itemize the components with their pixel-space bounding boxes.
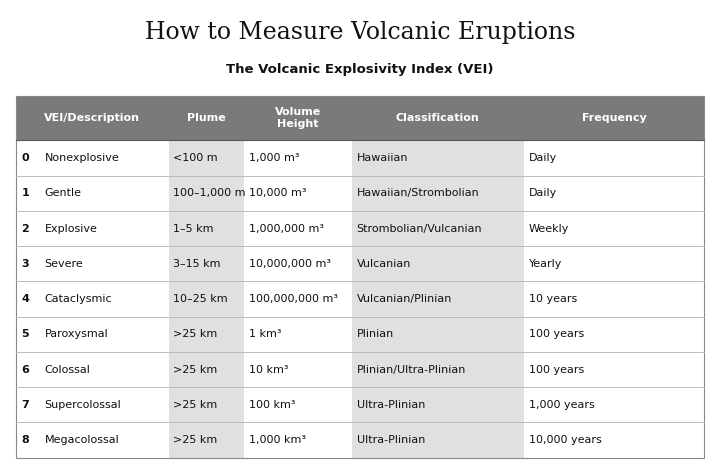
Text: 10,000,000 m³: 10,000,000 m³	[249, 259, 331, 269]
Text: 3–15 km: 3–15 km	[174, 259, 221, 269]
Text: Classification: Classification	[396, 113, 480, 123]
Text: 1: 1	[22, 188, 29, 198]
Text: Ultra-Plinian: Ultra-Plinian	[356, 435, 425, 445]
Text: 0: 0	[22, 153, 29, 163]
Text: Vulcanian/Plinian: Vulcanian/Plinian	[356, 294, 452, 304]
Text: Severe: Severe	[45, 259, 84, 269]
Text: Vulcanian: Vulcanian	[356, 259, 411, 269]
Text: Daily: Daily	[528, 153, 557, 163]
Text: Daily: Daily	[528, 188, 557, 198]
Text: 6: 6	[22, 365, 30, 374]
Text: 8: 8	[22, 435, 29, 445]
Text: Plinian: Plinian	[356, 329, 394, 339]
Text: Frequency: Frequency	[582, 113, 647, 123]
Text: >25 km: >25 km	[174, 329, 217, 339]
Text: 1,000 years: 1,000 years	[528, 400, 595, 410]
Text: Gentle: Gentle	[45, 188, 82, 198]
Text: Nonexplosive: Nonexplosive	[45, 153, 120, 163]
Text: 100 years: 100 years	[528, 329, 584, 339]
Text: Strombolian/Vulcanian: Strombolian/Vulcanian	[356, 224, 482, 234]
Text: Plume: Plume	[187, 113, 226, 123]
Text: 100–1,000 m: 100–1,000 m	[174, 188, 246, 198]
Text: Paroxysmal: Paroxysmal	[45, 329, 109, 339]
Text: Supercolossal: Supercolossal	[45, 400, 122, 410]
Text: 10–25 km: 10–25 km	[174, 294, 228, 304]
Text: 1–5 km: 1–5 km	[174, 224, 214, 234]
Text: 1,000 m³: 1,000 m³	[249, 153, 300, 163]
Text: Weekly: Weekly	[528, 224, 569, 234]
Text: 10,000 m³: 10,000 m³	[249, 188, 307, 198]
Text: Plinian/Ultra-Plinian: Plinian/Ultra-Plinian	[356, 365, 466, 374]
Text: 5: 5	[22, 329, 29, 339]
Text: 3: 3	[22, 259, 29, 269]
Text: 100 km³: 100 km³	[249, 400, 296, 410]
Text: 100 years: 100 years	[528, 365, 584, 374]
Text: VEI/Description: VEI/Description	[44, 113, 140, 123]
Text: 4: 4	[22, 294, 30, 304]
Text: Hawaiian: Hawaiian	[356, 153, 408, 163]
Text: Megacolossal: Megacolossal	[45, 435, 120, 445]
Text: 100,000,000 m³: 100,000,000 m³	[249, 294, 338, 304]
Text: 1,000,000 m³: 1,000,000 m³	[249, 224, 324, 234]
Text: 10 km³: 10 km³	[249, 365, 289, 374]
Text: Volume
Height: Volume Height	[275, 107, 321, 129]
Text: 7: 7	[22, 400, 29, 410]
Text: Hawaiian/Strombolian: Hawaiian/Strombolian	[356, 188, 480, 198]
Text: >25 km: >25 km	[174, 365, 217, 374]
Text: Ultra-Plinian: Ultra-Plinian	[356, 400, 425, 410]
Text: How to Measure Volcanic Eruptions: How to Measure Volcanic Eruptions	[145, 21, 575, 44]
Text: Colossal: Colossal	[45, 365, 91, 374]
Text: Explosive: Explosive	[45, 224, 98, 234]
Text: >25 km: >25 km	[174, 400, 217, 410]
Text: 10,000 years: 10,000 years	[528, 435, 601, 445]
Text: Yearly: Yearly	[528, 259, 562, 269]
Text: 1 km³: 1 km³	[249, 329, 282, 339]
Text: 1,000 km³: 1,000 km³	[249, 435, 306, 445]
Text: <100 m: <100 m	[174, 153, 218, 163]
Text: 10 years: 10 years	[528, 294, 577, 304]
Text: >25 km: >25 km	[174, 435, 217, 445]
Text: The Volcanic Explosivity Index (VEI): The Volcanic Explosivity Index (VEI)	[226, 63, 494, 76]
Text: 2: 2	[22, 224, 29, 234]
Text: Cataclysmic: Cataclysmic	[45, 294, 112, 304]
